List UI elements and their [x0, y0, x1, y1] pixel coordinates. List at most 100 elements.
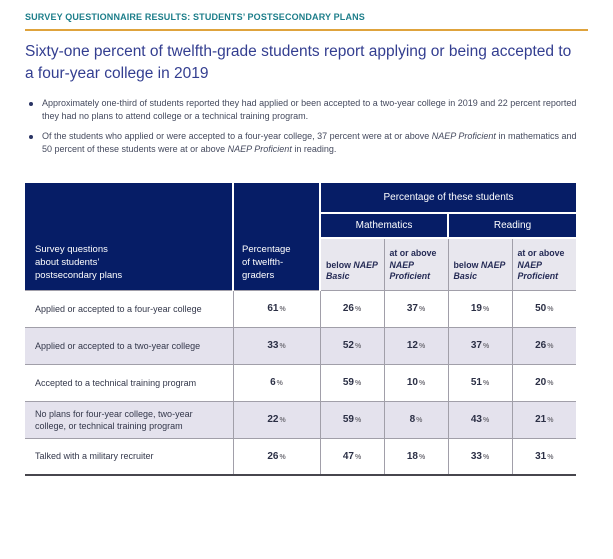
results-table-body: Applied or accepted to a four-year colle… — [25, 289, 577, 476]
percent-sign: % — [418, 343, 426, 350]
value-number: 33 — [267, 340, 279, 351]
percent-sign: % — [482, 417, 490, 424]
value-cell: 37% — [447, 326, 513, 365]
metric-prefix: below — [453, 259, 479, 270]
percent-sign: % — [482, 453, 490, 461]
value-number: 6 — [270, 377, 276, 388]
metric-term: NAEP Proficient — [517, 259, 559, 282]
value-number: 31 — [535, 450, 547, 462]
value-number: 12 — [406, 340, 418, 351]
value-cell: 33% — [232, 326, 321, 365]
metric-prefix: below — [326, 259, 351, 270]
value-cell: 12% — [383, 326, 449, 365]
value-number: 37 — [470, 340, 482, 351]
value-cell: 6% — [232, 363, 321, 402]
subject-header-reading: Reading — [448, 213, 577, 239]
value-number: 26 — [535, 340, 547, 351]
percent-sign: % — [279, 343, 286, 350]
percent-sign: % — [416, 417, 423, 424]
table-row: Applied or accepted to a four-year colle… — [25, 289, 577, 328]
percent-sign: % — [354, 343, 362, 350]
value-number: 51 — [470, 377, 482, 388]
row-header-questions: Survey questions about students’ postsec… — [25, 183, 234, 291]
metric-header-reading-at-above-proficient: at or above NAEP Proficient — [511, 237, 577, 291]
row-header-line: about students’ — [35, 256, 100, 268]
value-cell: 18% — [383, 437, 449, 476]
col-header-percentage-twelfth-graders: Percentage of twelfth- graders — [233, 183, 321, 291]
percent-sign: % — [418, 380, 426, 387]
bullet-segment-italic: NAEP Proficient — [431, 131, 496, 141]
page-title: Sixty-one percent of twelfth-grade stude… — [25, 43, 572, 82]
section-header: SURVEY QUESTIONNAIRE RESULTS: STUDENTS’ … — [25, 12, 365, 22]
percent-sign: % — [354, 306, 362, 313]
percent-sign: % — [482, 380, 490, 387]
value-cell: 59% — [319, 400, 385, 439]
value-number: 59 — [342, 377, 354, 388]
row-header-line: postsecondary plans — [35, 269, 123, 281]
subject-header-mathematics: Mathematics — [320, 213, 449, 239]
value-cell: 43% — [447, 400, 513, 439]
percent-sign: % — [354, 380, 362, 387]
value-number: 37 — [406, 303, 418, 314]
value-cell: 52% — [319, 326, 385, 365]
value-number: 22 — [267, 414, 279, 425]
metric-prefix: at or above — [517, 248, 565, 258]
table-row: Accepted to a technical training program… — [25, 363, 577, 402]
value-number: 59 — [342, 414, 354, 425]
percent-sign: % — [482, 343, 490, 350]
results-table: Survey questions about students’ postsec… — [25, 183, 577, 476]
value-number: 21 — [535, 414, 547, 425]
bullet-list: Approximately one-third of students repo… — [25, 97, 588, 156]
value-number: 18 — [406, 450, 418, 462]
bullet-text: Approximately one-third of students repo… — [42, 97, 583, 123]
col-header-line: Percentage — [242, 243, 291, 255]
value-cell: 31% — [511, 437, 577, 476]
table-row: Applied or accepted to a two-year colleg… — [25, 326, 577, 365]
percent-sign: % — [547, 380, 554, 387]
bullet-text: Of the students who applied or were acce… — [42, 130, 583, 156]
value-cell: 51% — [447, 363, 513, 402]
percent-sign: % — [547, 453, 554, 461]
value-number: 52 — [342, 340, 354, 351]
value-cell: 47% — [319, 437, 385, 476]
col-header-line: graders — [242, 269, 275, 281]
value-cell: 10% — [383, 363, 449, 402]
gold-divider — [25, 29, 588, 31]
value-number: 50 — [535, 303, 547, 314]
value-number: 26 — [267, 450, 279, 462]
value-cell: 26% — [319, 289, 385, 328]
value-number: 33 — [470, 450, 482, 462]
metric-term: NAEP Proficient — [389, 259, 431, 282]
value-number: 20 — [535, 377, 547, 388]
percent-sign: % — [354, 417, 362, 424]
bullet-segment-italic: NAEP Proficient — [227, 144, 292, 154]
value-cell: 22% — [232, 400, 321, 439]
percent-sign: % — [276, 380, 283, 387]
value-number: 8 — [409, 414, 416, 425]
bullet-segment: Of the students who applied or were acce… — [42, 131, 432, 141]
value-cell: 19% — [447, 289, 513, 328]
bullet-icon — [29, 134, 33, 139]
value-cell: 37% — [383, 289, 449, 328]
value-number: 61 — [267, 303, 279, 314]
bullet-icon — [29, 101, 33, 106]
percent-sign: % — [279, 417, 286, 424]
group-header-percentage-students: Percentage of these students — [320, 183, 577, 214]
metric-term: NAEP Basic — [453, 259, 506, 282]
table-row: Talked with a military recruiter 26% 47% 1… — [25, 437, 577, 476]
value-cell: 26% — [511, 326, 577, 365]
percent-sign: % — [354, 453, 362, 461]
percent-sign: % — [418, 453, 426, 461]
bullet-segment: Approximately one-third of students repo… — [42, 98, 577, 121]
value-cell: 26% — [232, 437, 321, 476]
percent-sign: % — [418, 306, 426, 313]
value-number: 19 — [470, 303, 482, 314]
metric-term: NAEP Basic — [326, 259, 378, 282]
row-label: Talked with a military recruiter — [25, 437, 234, 476]
col-header-line: of twelfth- — [242, 256, 284, 268]
percent-sign: % — [279, 306, 286, 313]
row-label: Accepted to a technical training program — [25, 363, 234, 402]
metric-header-math-below-basic: below NAEP Basic — [319, 237, 385, 291]
metric-header-math-at-above-proficient: at or above NAEP Proficient — [383, 237, 449, 291]
